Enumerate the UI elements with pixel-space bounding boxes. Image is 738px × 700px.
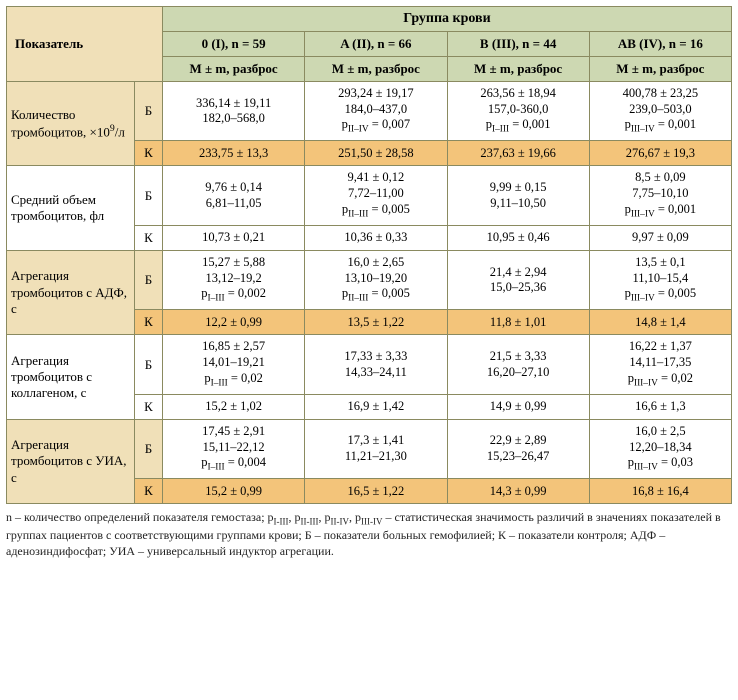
data-cell: 21,5 ± 3,3316,20–27,10	[447, 335, 589, 394]
data-cell: 14,8 ± 1,4	[589, 310, 731, 335]
data-cell: 17,33 ± 3,3314,33–24,11	[305, 335, 447, 394]
data-cell: 21,4 ± 2,9415,0–25,36	[447, 250, 589, 309]
header-group-2: B (III), n = 44	[447, 32, 589, 57]
data-cell: 16,5 ± 1,22	[305, 479, 447, 504]
header-mm-3: M ± m, разброс	[589, 57, 731, 82]
data-cell: 16,8 ± 16,4	[589, 479, 731, 504]
header-group-0: 0 (I), n = 59	[163, 32, 305, 57]
data-cell: 16,0 ± 2,6513,10–19,20pII–III = 0,005	[305, 250, 447, 309]
table-body: Количество тромбоцитов, ×109/лБ336,14 ± …	[7, 82, 732, 504]
data-cell: 22,9 ± 2,8915,23–26,47	[447, 419, 589, 478]
indicator-name: Средний объем тромбоцитов, фл	[7, 166, 135, 250]
data-cell: 15,2 ± 1,02	[163, 394, 305, 419]
indicator-name: Количество тромбоцитов, ×109/л	[7, 82, 135, 166]
data-cell: 13,5 ± 1,22	[305, 310, 447, 335]
indicator-name: Агрегация тромбоцитов с УИА, с	[7, 419, 135, 503]
data-cell: 336,14 ± 19,11182,0–568,0	[163, 82, 305, 141]
data-cell: 17,45 ± 2,9115,11–22,12pI–III = 0,004	[163, 419, 305, 478]
data-cell: 400,78 ± 23,25239,0–503,0pIII–IV = 0,001	[589, 82, 731, 141]
data-cell: 15,27 ± 5,8813,12–19,2pI–III = 0,002	[163, 250, 305, 309]
row-code-b: Б	[135, 419, 163, 478]
header-mm-0: M ± m, разброс	[163, 57, 305, 82]
data-cell: 293,24 ± 19,17184,0–437,0pII–IV = 0,007	[305, 82, 447, 141]
header-group-1: A (II), n = 66	[305, 32, 447, 57]
data-cell: 14,9 ± 0,99	[447, 394, 589, 419]
indicator-name: Агрегация тромбоцитов с коллагеном, с	[7, 335, 135, 419]
data-cell: 16,85 ± 2,5714,01–19,21pI–III = 0,02	[163, 335, 305, 394]
data-cell: 8,5 ± 0,097,75–10,10pIII–IV = 0,001	[589, 166, 731, 225]
row-code-b: Б	[135, 250, 163, 309]
data-cell: 10,95 ± 0,46	[447, 225, 589, 250]
data-cell: 14,3 ± 0,99	[447, 479, 589, 504]
row-code-k: К	[135, 225, 163, 250]
row-code-k: К	[135, 394, 163, 419]
data-cell: 251,50 ± 28,58	[305, 141, 447, 166]
row-code-b: Б	[135, 82, 163, 141]
header-mm-1: M ± m, разброс	[305, 57, 447, 82]
row-code-b: Б	[135, 166, 163, 225]
data-cell: 16,22 ± 1,3714,11–17,35pIII–IV = 0,02	[589, 335, 731, 394]
data-cell: 9,97 ± 0,09	[589, 225, 731, 250]
row-code-b: Б	[135, 335, 163, 394]
data-cell: 13,5 ± 0,111,10–15,4pIII–IV = 0,005	[589, 250, 731, 309]
data-cell: 276,67 ± 19,3	[589, 141, 731, 166]
data-cell: 16,9 ± 1,42	[305, 394, 447, 419]
data-cell: 9,76 ± 0,146,81–11,05	[163, 166, 305, 225]
header-group-title: Группа крови	[163, 7, 732, 32]
data-cell: 12,2 ± 0,99	[163, 310, 305, 335]
data-cell: 9,99 ± 0,159,11–10,50	[447, 166, 589, 225]
header-group-3: AB (IV), n = 16	[589, 32, 731, 57]
data-cell: 16,0 ± 2,512,20–18,34pIII–IV = 0,03	[589, 419, 731, 478]
header-mm-2: M ± m, разброс	[447, 57, 589, 82]
row-code-k: К	[135, 141, 163, 166]
data-cell: 16,6 ± 1,3	[589, 394, 731, 419]
data-cell: 237,63 ± 19,66	[447, 141, 589, 166]
table-header: Показатель Группа крови 0 (I), n = 59 A …	[7, 7, 732, 82]
row-code-k: К	[135, 479, 163, 504]
data-cell: 233,75 ± 13,3	[163, 141, 305, 166]
data-cell: 10,36 ± 0,33	[305, 225, 447, 250]
header-indicator: Показатель	[7, 7, 163, 82]
data-cell: 11,8 ± 1,01	[447, 310, 589, 335]
data-cell: 17,3 ± 1,4111,21–21,30	[305, 419, 447, 478]
data-cell: 9,41 ± 0,127,72–11,00pII–III = 0,005	[305, 166, 447, 225]
indicator-name: Агрегация тромбоцитов с АДФ, с	[7, 250, 135, 334]
data-cell: 15,2 ± 0,99	[163, 479, 305, 504]
row-code-k: К	[135, 310, 163, 335]
hemostasis-table: Показатель Группа крови 0 (I), n = 59 A …	[6, 6, 732, 504]
data-cell: 263,56 ± 18,94157,0-360,0pI–III = 0,001	[447, 82, 589, 141]
data-cell: 10,73 ± 0,21	[163, 225, 305, 250]
footnote: n – количество определений показателя ге…	[6, 510, 732, 559]
